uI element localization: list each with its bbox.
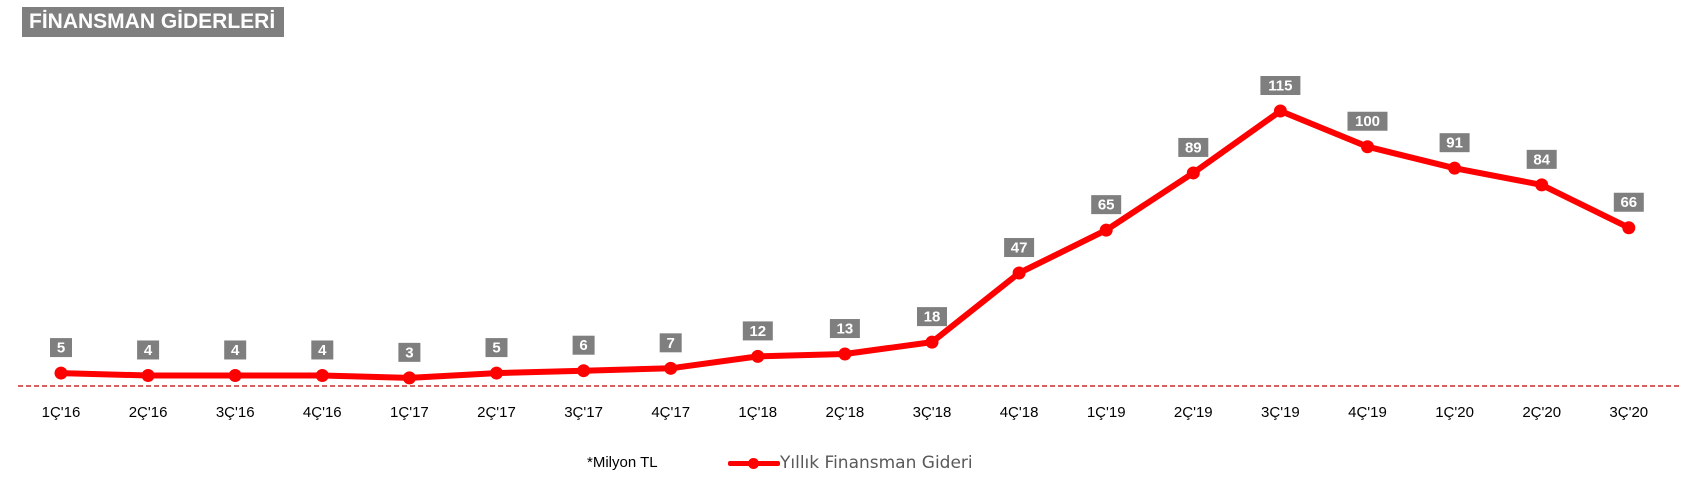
data-label-box [224, 340, 247, 360]
x-tick-label: 4Ç'17 [651, 404, 690, 421]
data-label-box [1004, 238, 1035, 258]
x-tick-label: 1Ç'20 [1435, 404, 1474, 421]
line-chart: 5 4 4 4 3 5 6 7 12 13 18 47 65 89 115 100 91 84 66 1Ç'16 2Ç… [18, 76, 1682, 421]
data-label-box [1347, 111, 1388, 131]
data-label: 4 [144, 342, 153, 359]
data-label: 6 [579, 337, 587, 354]
x-tick-label: 3Ç'17 [564, 404, 603, 421]
data-point [1099, 223, 1113, 237]
data-label: 84 [1533, 151, 1550, 168]
footnote-unit: *Milyon TL [587, 454, 658, 471]
x-tick-label: 3Ç'20 [1609, 404, 1648, 421]
data-label: 89 [1185, 139, 1202, 156]
x-tick-label: 1Ç'18 [738, 404, 777, 421]
x-tick-label: 1Ç'17 [390, 404, 429, 421]
data-label-box [917, 307, 947, 327]
data-point [1535, 178, 1549, 192]
x-tick-label: 1Ç'16 [42, 404, 81, 421]
data-point [1448, 161, 1462, 175]
x-tick-label: 2Ç'18 [826, 404, 865, 421]
data-label-box [829, 319, 860, 339]
legend-label: Yıllık Finansman Gideri [780, 453, 973, 473]
data-label-box [1178, 137, 1209, 157]
data-label-box [572, 335, 595, 355]
data-label-box [742, 321, 773, 341]
data-label: 13 [837, 321, 854, 338]
data-point [315, 368, 329, 382]
data-point [664, 361, 678, 375]
data-label: 7 [667, 335, 675, 352]
x-tick-label: 2Ç'19 [1174, 404, 1213, 421]
data-label-box [1260, 76, 1301, 95]
data-point [54, 366, 68, 380]
data-label-box [137, 340, 160, 360]
x-tick-label: 1Ç'19 [1087, 404, 1126, 421]
data-label: 91 [1446, 135, 1463, 152]
data-label-box [485, 338, 508, 358]
x-tick-label: 4Ç'16 [303, 404, 342, 421]
x-tick-label: 3Ç'18 [913, 404, 952, 421]
data-label-box [311, 340, 334, 360]
data-label-box [1091, 195, 1122, 215]
data-point [1186, 166, 1200, 180]
data-label: 5 [492, 340, 500, 357]
x-tick-label: 3Ç'19 [1261, 404, 1300, 421]
data-label: 3 [405, 344, 413, 361]
data-label-box [1526, 149, 1557, 169]
data-label-box [1439, 133, 1470, 153]
data-label: 115 [1268, 78, 1292, 95]
data-label: 47 [1011, 240, 1028, 257]
data-label: 5 [57, 340, 65, 357]
data-label-box [659, 333, 682, 353]
x-tick-label: 4Ç'18 [1000, 404, 1039, 421]
data-point [228, 368, 242, 382]
data-point [402, 371, 416, 385]
data-label: 4 [231, 342, 240, 359]
x-tick-label: 2Ç'20 [1522, 404, 1561, 421]
legend: Yıllık Finansman Gideri [728, 451, 973, 475]
data-label-box [1613, 192, 1644, 212]
data-label: 18 [924, 309, 941, 326]
data-point [838, 347, 852, 361]
x-tick-label: 2Ç'17 [477, 404, 516, 421]
data-point [925, 335, 939, 349]
data-point [141, 368, 155, 382]
data-point [1273, 104, 1287, 118]
data-label: 12 [749, 323, 766, 340]
data-label-box [398, 342, 421, 362]
data-label: 65 [1098, 197, 1115, 214]
chart-title: FİNANSMAN GİDERLERİ [22, 7, 285, 37]
data-point [1622, 221, 1636, 235]
data-point [751, 349, 765, 363]
data-label: 4 [318, 342, 327, 359]
data-label-box [50, 338, 72, 358]
x-tick-label: 3Ç'16 [216, 404, 255, 421]
data-point [1361, 140, 1374, 154]
data-point [1012, 266, 1026, 280]
data-label: 100 [1355, 113, 1380, 130]
data-point [490, 366, 503, 380]
x-tick-label: 2Ç'16 [129, 404, 168, 421]
x-tick-label: 4Ç'19 [1348, 404, 1387, 421]
data-label: 66 [1620, 194, 1637, 211]
legend-line-marker [728, 451, 780, 475]
data-point [577, 364, 591, 378]
